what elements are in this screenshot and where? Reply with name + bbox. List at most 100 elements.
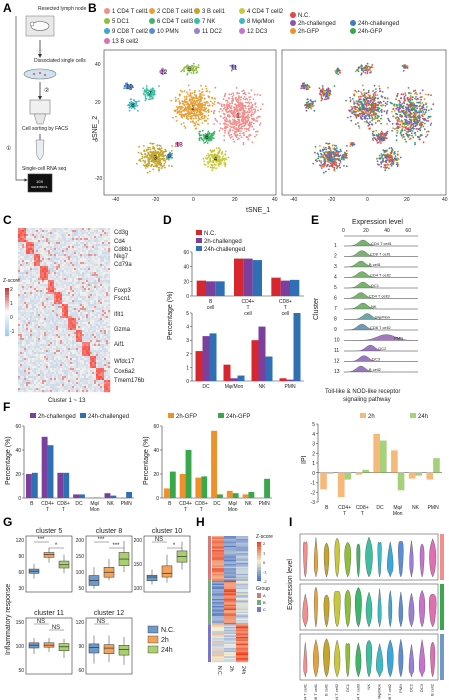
- tsne-point: [146, 165, 149, 167]
- tsne-point: [320, 99, 323, 102]
- tsne-point: [152, 97, 154, 100]
- heatmap-cell: [88, 278, 91, 281]
- condition-legend-swatch: [290, 20, 296, 26]
- cluster-legend-label: 6 CD4 T cell3: [157, 19, 194, 25]
- tsne-point: [320, 167, 323, 169]
- tsne-point: [210, 135, 213, 138]
- tsne-point: [200, 95, 202, 98]
- heatmap-cell: [56, 284, 59, 287]
- tsne-point: [231, 102, 234, 105]
- heatmap-cell: [94, 268, 97, 271]
- tsne-point: [330, 164, 333, 167]
- tsne-point: [151, 147, 154, 150]
- condition-legend-swatch: [350, 20, 356, 26]
- tsne-point: [181, 102, 184, 105]
- tsne-point: [208, 104, 210, 107]
- heatmap-cell: [96, 228, 99, 231]
- heatmap-cell: [106, 268, 109, 271]
- heatmap-cell: [52, 282, 55, 285]
- heatmap-cell: [66, 252, 69, 255]
- tsne-point: [421, 115, 424, 118]
- tsne-point: [150, 151, 152, 153]
- tsne-point: [396, 154, 399, 156]
- heatmap-cell: [108, 262, 111, 265]
- heatmap-cell: [44, 260, 47, 263]
- tsne-point: [137, 151, 140, 154]
- heatmap-cell: [52, 280, 55, 283]
- tsne-point: [137, 109, 139, 112]
- tsne-point: [241, 102, 243, 104]
- cluster-legend-label: 10 PMN: [157, 29, 179, 35]
- heatmap-cell: [104, 240, 107, 243]
- tsne-point: [133, 99, 135, 101]
- heatmap-cell: [62, 276, 65, 279]
- heatmap-cell: [28, 284, 31, 287]
- tsne-point: [337, 159, 340, 162]
- heatmap-cell: [80, 240, 83, 243]
- tsne-point: [195, 111, 198, 114]
- tsne-point: [239, 127, 241, 130]
- heatmap-cell: [34, 228, 37, 231]
- tsne-x-tick: 20: [232, 197, 238, 203]
- tsne-point: [421, 96, 423, 98]
- heatmap-cell: [98, 274, 101, 277]
- tsne-point: [351, 98, 354, 100]
- tsne-point: [330, 161, 333, 163]
- heatmap-cell: [78, 276, 81, 279]
- tsne-point: [207, 165, 209, 168]
- tsne-point: [350, 105, 353, 108]
- tsne-point: [195, 69, 198, 72]
- heatmap-cell: [46, 252, 49, 255]
- cluster-legend-label: 13 B cell2: [112, 39, 139, 45]
- tsne-point: [149, 154, 151, 157]
- tsne-point: [259, 108, 262, 111]
- heatmap-cell: [48, 262, 51, 265]
- heatmap-cell: [42, 246, 45, 249]
- heatmap-cell: [84, 238, 87, 241]
- tsne-point: [248, 129, 250, 132]
- tsne-point: [367, 65, 370, 68]
- tsne-point: [324, 94, 326, 97]
- heatmap-cell: [30, 248, 33, 251]
- heatmap-cell: [90, 260, 93, 263]
- tsne-point: [150, 164, 153, 167]
- tsne-point: [243, 113, 246, 116]
- tsne-point: [195, 104, 198, 106]
- heatmap-cell: [104, 278, 107, 281]
- tsne-point: [249, 134, 252, 137]
- tsne-point: [171, 145, 174, 147]
- heatmap-cell: [100, 268, 103, 271]
- tsne-point: [409, 92, 412, 95]
- tsne-point: [366, 117, 369, 120]
- heatmap-cell: [46, 282, 49, 285]
- heatmap-cell: [68, 256, 71, 259]
- heatmap-cell: [58, 232, 61, 235]
- heatmap-cell: [50, 280, 53, 283]
- heatmap-cell: [34, 248, 37, 251]
- tsne-point: [385, 131, 388, 134]
- heatmap-cell: [72, 262, 75, 265]
- heatmap-cell: [96, 248, 99, 251]
- tsne-point: [395, 134, 398, 137]
- tsne-point: [199, 130, 202, 133]
- heatmap-cell: [22, 264, 25, 267]
- tsne-point: [411, 98, 414, 101]
- tsne-point: [318, 159, 321, 162]
- heatmap-cell: [58, 236, 61, 239]
- heatmap-cell: [42, 256, 45, 259]
- tsne-point: [414, 125, 417, 128]
- tsne-point: [354, 113, 356, 116]
- tsne-point: [218, 110, 221, 113]
- tsne-point: [351, 112, 353, 115]
- tsne-point: [215, 147, 218, 150]
- heatmap-cell: [30, 254, 33, 257]
- heatmap-cell: [72, 246, 75, 249]
- heatmap-cell: [26, 260, 29, 263]
- heatmap-cell: [58, 264, 61, 267]
- tsne-plot-conditions: [281, 49, 447, 196]
- tsne-point: [360, 72, 363, 75]
- tsne-point: [192, 107, 195, 110]
- heatmap-cell: [50, 236, 53, 239]
- heatmap-cell: [96, 264, 99, 267]
- heatmap-cell: [102, 236, 105, 239]
